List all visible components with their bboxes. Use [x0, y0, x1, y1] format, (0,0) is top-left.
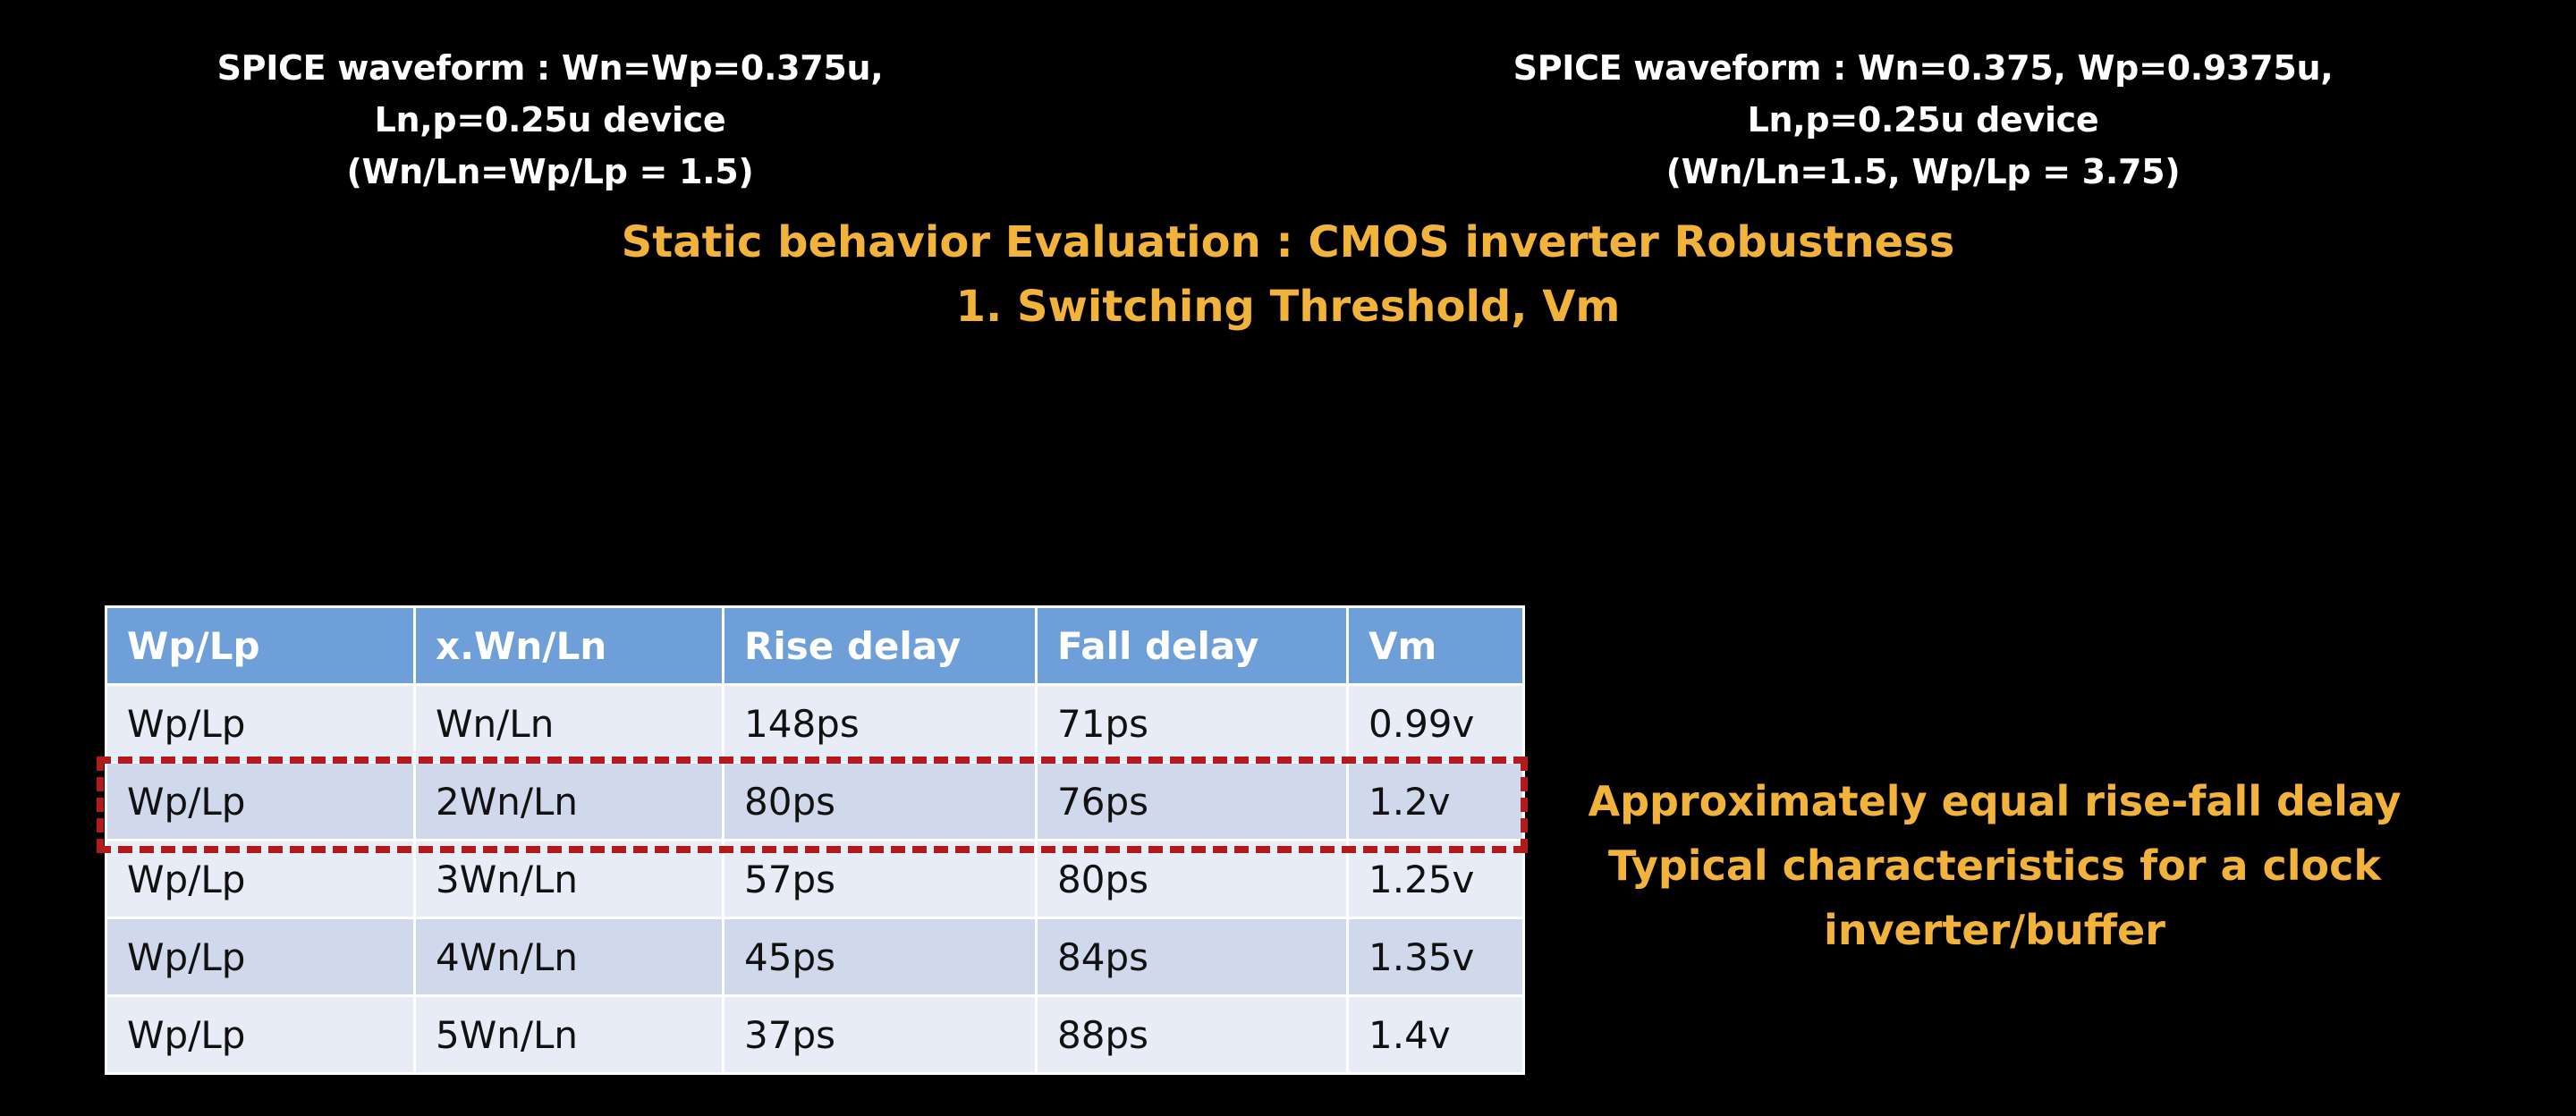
header-wp-lp: Wp/Lp: [105, 605, 416, 686]
note-line-1: Approximately equal rise-fall delay: [1588, 777, 2402, 825]
cell-wp-lp: Wp/Lp: [105, 917, 416, 997]
slide-title-line-2: 1. Switching Threshold, Vm: [955, 282, 1621, 332]
right-waveform-caption: SPICE waveform : Wn=0.375, Wp=0.9375u, L…: [1467, 42, 2379, 198]
cell-wp-lp: Wp/Lp: [105, 683, 416, 764]
header-fall-delay: Fall delay: [1035, 605, 1349, 686]
cell-wn-ln: 3Wn/Ln: [413, 839, 724, 919]
note-line-2: Typical characteristics for a clock: [1607, 841, 2382, 890]
cell-fall-delay: 71ps: [1035, 683, 1349, 764]
cell-rise-delay: 80ps: [722, 761, 1038, 841]
header-wn-ln: x.Wn/Ln: [413, 605, 724, 686]
cell-vm: 0.99v: [1346, 683, 1525, 764]
cell-wp-lp: Wp/Lp: [105, 839, 416, 919]
table-row: Wp/Lp 5Wn/Ln 37ps 88ps 1.4v: [105, 994, 1525, 1075]
left-caption-line-2: Ln,p=0.25u device: [374, 100, 726, 140]
cell-fall-delay: 80ps: [1035, 839, 1349, 919]
cell-rise-delay: 37ps: [722, 994, 1038, 1075]
note-line-3: inverter/buffer: [1824, 906, 2165, 954]
table-row: Wp/Lp 3Wn/Ln 57ps 80ps 1.25v: [105, 839, 1525, 919]
cell-wn-ln: Wn/Ln: [413, 683, 724, 764]
table-row: Wp/Lp Wn/Ln 148ps 71ps 0.99v: [105, 683, 1525, 764]
cell-rise-delay: 57ps: [722, 839, 1038, 919]
right-caption-line-3: (Wn/Ln=1.5, Wp/Lp = 3.75): [1665, 152, 2181, 191]
left-caption-line-1: SPICE waveform : Wn=Wp=0.375u,: [216, 48, 884, 88]
cell-rise-delay: 45ps: [722, 917, 1038, 997]
slide-title-line-1: Static behavior Evaluation : CMOS invert…: [621, 217, 1955, 267]
cell-wp-lp: Wp/Lp: [105, 761, 416, 841]
cell-wn-ln: 2Wn/Ln: [413, 761, 724, 841]
clock-inverter-note: Approximately equal rise-fall delay Typi…: [1556, 769, 2433, 962]
cell-wp-lp: Wp/Lp: [105, 994, 416, 1075]
left-caption-line-3: (Wn/Ln=Wp/Lp = 1.5): [346, 152, 754, 191]
right-caption-line-1: SPICE waveform : Wn=0.375, Wp=0.9375u,: [1513, 48, 2334, 88]
left-waveform-caption: SPICE waveform : Wn=Wp=0.375u, Ln,p=0.25…: [179, 42, 921, 198]
header-rise-delay: Rise delay: [722, 605, 1038, 686]
cell-vm: 1.2v: [1346, 761, 1525, 841]
cell-wn-ln: 5Wn/Ln: [413, 994, 724, 1075]
table-row: Wp/Lp 2Wn/Ln 80ps 76ps 1.2v: [105, 761, 1525, 841]
slide-title: Static behavior Evaluation : CMOS invert…: [447, 210, 2129, 339]
cell-vm: 1.25v: [1346, 839, 1525, 919]
cell-vm: 1.35v: [1346, 917, 1525, 997]
table-row: Wp/Lp 4Wn/Ln 45ps 84ps 1.35v: [105, 917, 1525, 997]
cell-fall-delay: 84ps: [1035, 917, 1349, 997]
right-caption-line-2: Ln,p=0.25u device: [1747, 100, 2099, 140]
cell-fall-delay: 88ps: [1035, 994, 1349, 1075]
inverter-sizing-table: Wp/Lp x.Wn/Ln Rise delay Fall delay Vm W…: [105, 605, 1525, 1075]
cell-fall-delay: 76ps: [1035, 761, 1349, 841]
cell-vm: 1.4v: [1346, 994, 1525, 1075]
header-vm: Vm: [1346, 605, 1525, 686]
cell-wn-ln: 4Wn/Ln: [413, 917, 724, 997]
table-header-row: Wp/Lp x.Wn/Ln Rise delay Fall delay Vm: [105, 605, 1525, 686]
cell-rise-delay: 148ps: [722, 683, 1038, 764]
